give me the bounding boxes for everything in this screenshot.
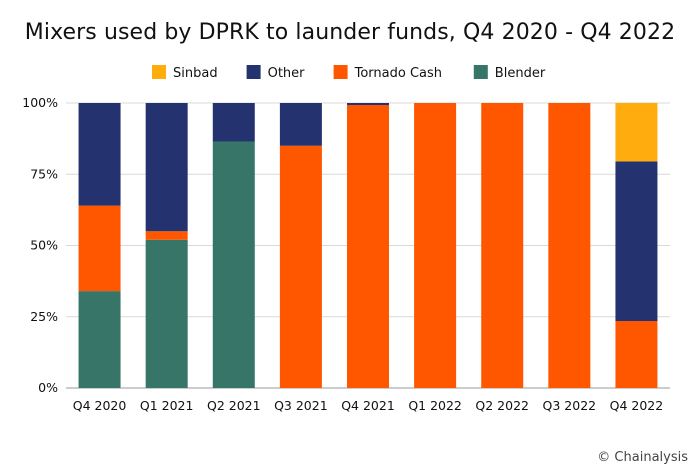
bar-segment-tornado-cash — [78, 205, 121, 292]
x-tick-label: Q4 2020 — [73, 398, 127, 413]
x-tick-label: Q4 2022 — [610, 398, 664, 413]
bar-segment-other — [615, 161, 658, 322]
x-tick-label: Q2 2022 — [475, 398, 529, 413]
x-tick-label: Q1 2021 — [140, 398, 194, 413]
bar-segment-other — [78, 103, 121, 206]
bar-segment-blender — [212, 141, 255, 388]
bar-segment-tornado-cash — [414, 103, 457, 388]
source-credit: © Chainalysis — [597, 450, 688, 465]
y-tick-label: 25% — [30, 309, 58, 324]
legend-label: Blender — [495, 66, 546, 81]
y-tick-label: 100% — [22, 95, 58, 110]
bar-segment-other — [145, 103, 188, 232]
x-tick-label: Q3 2021 — [274, 398, 328, 413]
x-tick-label: Q1 2022 — [408, 398, 462, 413]
x-tick-label: Q2 2021 — [207, 398, 261, 413]
bar-segment-tornado-cash — [145, 231, 188, 240]
y-tick-label: 0% — [38, 380, 58, 395]
bar-segment-tornado-cash — [481, 103, 524, 388]
chart-title: Mixers used by DPRK to launder funds, Q4… — [24, 20, 676, 45]
legend-swatch — [473, 65, 488, 79]
bar-segment-blender — [78, 291, 121, 388]
y-tick-label: 50% — [30, 238, 58, 253]
y-tick-label: 75% — [30, 166, 58, 181]
bar-segment-other — [212, 103, 255, 142]
legend-swatch — [152, 65, 166, 79]
bars — [78, 103, 658, 389]
y-axis-ticks: 0% 25% 50% 75% 100% — [22, 95, 58, 395]
x-tick-label: Q3 2022 — [543, 398, 597, 413]
x-axis-ticks: Q4 2020 Q1 2021 Q2 2021 Q3 2021 Q4 2021 Q1 20… — [73, 398, 663, 413]
legend-swatch — [246, 65, 261, 79]
bar-segment-other — [347, 103, 389, 105]
bar-segment-tornado-cash — [279, 145, 322, 388]
bar-segment-blender — [145, 239, 188, 388]
legend: Sinbad Other Tornado Cash Blender — [152, 65, 546, 81]
bar-segment-other — [279, 103, 322, 146]
legend-label: Other — [268, 66, 306, 81]
x-tick-label: Q4 2021 — [341, 398, 395, 413]
bar-segment-tornado-cash — [615, 321, 658, 388]
bar-segment-tornado-cash — [347, 104, 389, 389]
bar-segment-sinbad — [615, 103, 658, 162]
legend-swatch — [333, 65, 348, 79]
legend-label: Sinbad — [173, 66, 218, 81]
legend-label: Tornado Cash — [354, 66, 442, 81]
bar-segment-tornado-cash — [548, 103, 591, 388]
